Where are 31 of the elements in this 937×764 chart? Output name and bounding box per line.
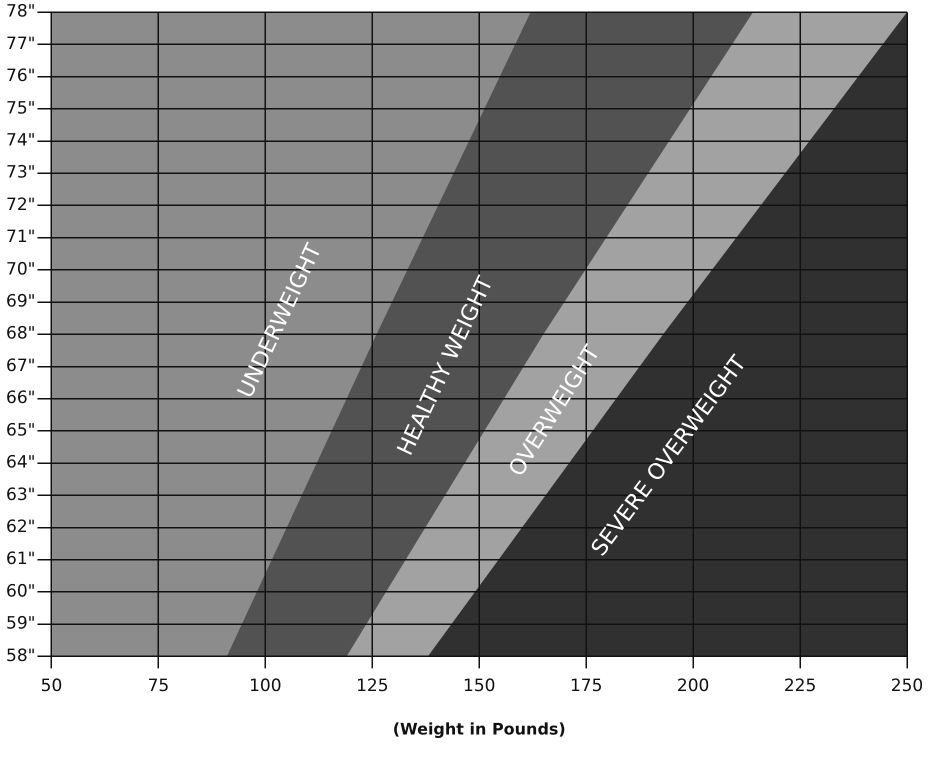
- y-tick-label: 69": [6, 292, 36, 312]
- x-tick-label: 175: [570, 676, 602, 696]
- x-tick-label: 200: [676, 676, 710, 696]
- x-axis-title: (Weight in Pounds): [392, 720, 566, 739]
- y-tick-label: 59": [6, 614, 36, 634]
- y-tick-label: 73": [6, 162, 36, 183]
- y-tick-label: 60": [6, 581, 36, 602]
- x-tick-label: 225: [784, 676, 816, 696]
- y-tick-label: 74": [6, 130, 36, 150]
- y-tick-label: 58": [6, 646, 36, 666]
- x-tick-label: 250: [890, 676, 924, 696]
- y-tick-label: 61": [6, 549, 36, 570]
- y-tick-label: 75": [6, 98, 36, 118]
- x-tick-label: 100: [249, 676, 282, 696]
- x-tick-label: 150: [463, 676, 496, 696]
- y-tick-label: 65": [6, 420, 36, 440]
- y-tick-label: 77": [6, 34, 36, 54]
- y-tick-label: 64": [6, 452, 36, 473]
- y-tick-label: 70": [6, 259, 36, 280]
- y-tick-label: 78": [6, 2, 36, 22]
- x-tick-label: 50: [40, 676, 62, 696]
- x-tick-label: 75: [148, 676, 170, 696]
- y-tick-label: 66": [6, 388, 36, 408]
- x-tick-label: 125: [356, 676, 389, 696]
- y-tick-label: 68": [6, 324, 36, 344]
- y-tick-label: 71": [6, 227, 36, 248]
- y-tick-label: 63": [6, 484, 36, 505]
- y-tick-label: 62": [6, 516, 36, 537]
- y-tick-label: 76": [6, 66, 36, 86]
- y-tick-label: 67": [6, 356, 36, 376]
- y-tick-label: 72": [6, 194, 36, 215]
